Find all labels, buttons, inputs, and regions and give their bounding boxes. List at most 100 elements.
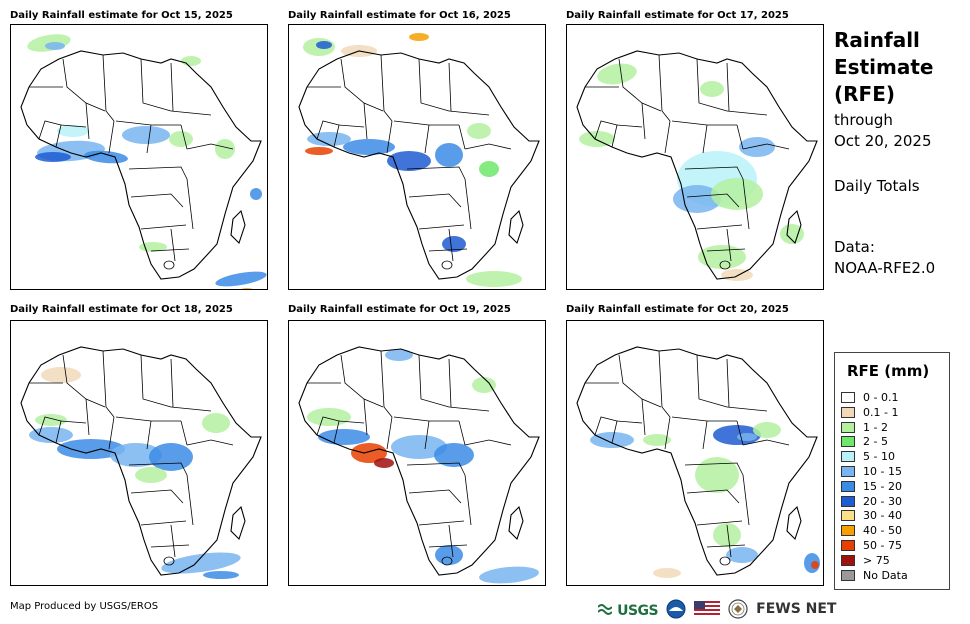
country-border [428,248,468,252]
legend-label: 20 - 30 [863,494,902,508]
country-border [102,54,115,122]
rainfall-area [698,245,746,269]
legend-item: 1 - 2 [841,420,888,435]
map-info: through Oct 20, 2025 Daily Totals Data: … [834,110,935,279]
rainfall-area [202,413,230,433]
country-border [386,416,393,450]
country-border [163,556,175,566]
country-border [448,62,452,112]
rainfall-area [161,552,241,574]
country-border [424,420,430,450]
panel-title-3: Daily Rainfall estimate for Oct 17, 2025 [566,10,789,21]
rainfall-area [305,147,333,155]
rainfall-area [479,161,499,177]
country-border [448,406,490,412]
rainfall-area [318,429,370,445]
legend-swatch [841,569,855,581]
country-border [706,248,746,252]
rainfall-area [434,443,474,467]
country-border [170,228,176,262]
country-border [726,110,768,116]
logo-strip: USGS FEWS NET [597,598,836,620]
country-border [170,524,176,558]
country-border [448,524,454,558]
country-border [170,62,174,112]
country-border [618,58,662,112]
legend-item: 20 - 30 [841,494,902,509]
country-border [464,474,472,526]
country-border [658,54,671,122]
country-border [128,166,188,180]
legend-swatch [841,540,855,551]
legend-item: 30 - 40 [841,508,902,523]
rainfall-area [711,178,763,210]
country-border [186,474,194,526]
country-border [726,406,768,412]
data-source: NOAA-RFE2.0 [834,259,936,277]
rainfall-area [84,150,128,164]
map-panel-6 [566,320,824,586]
country-border [363,398,368,436]
rainfall-area [215,139,235,159]
end-date: Oct 20, 2025 [834,132,932,150]
country-border [684,462,744,476]
africa-map [298,33,540,287]
country-border [340,58,384,112]
africa-map [576,346,820,578]
legend-label: 10 - 15 [863,465,902,478]
rainfall-area [811,561,819,569]
country-border [428,544,468,548]
country-border [684,166,744,180]
country-border [719,260,731,270]
map-title-line-3: (RFE) [834,82,896,106]
rainfall-area [643,434,671,446]
legend-label: 0 - 0.1 [863,391,899,404]
country-border [180,124,188,150]
country-border [140,58,172,112]
data-label: Data: [834,238,875,256]
country-border [641,398,646,436]
legend-label: 0.1 - 1 [863,405,899,419]
legend-label: 50 - 75 [863,539,902,552]
rainfall-area [45,42,65,50]
rainfall-area [215,271,267,287]
africa-map [20,346,262,579]
coastline [20,346,262,576]
rainfall-area [435,545,463,565]
map-panel-3 [566,24,824,290]
legend-label: > 75 [863,553,890,567]
legend-swatch [841,480,855,492]
rainfall-area [472,377,496,393]
rainfall-area [391,435,447,459]
country-border [686,193,740,208]
country-border [458,420,466,446]
country-border [340,354,384,408]
through-label: through [834,111,893,129]
rainfall-area [203,571,239,579]
legend-swatch [841,421,855,433]
coastline [298,346,540,576]
country-border [380,350,393,418]
legend-swatch [841,554,855,566]
rainfall-area [241,288,253,289]
legend-label: 40 - 50 [863,524,902,538]
rainfall-area [181,56,201,66]
country-border [696,520,743,526]
rainfall-area [700,81,724,97]
rainfall-area [307,132,351,146]
country-border [441,260,453,270]
land-mass [577,347,817,575]
country-border [146,420,152,450]
country-border [719,556,731,566]
country-border [186,143,234,150]
country-border [458,124,466,150]
country-border [726,358,730,408]
map-title-line-2: Estimate [834,55,934,79]
country-border [658,350,671,418]
credit-text: Map Produced by USGS/EROS [10,601,159,612]
us-flag-icon [694,601,721,617]
country-border [418,520,465,526]
rainfall-area [351,443,387,463]
rainfall-area [343,139,395,155]
country-border [170,406,212,412]
